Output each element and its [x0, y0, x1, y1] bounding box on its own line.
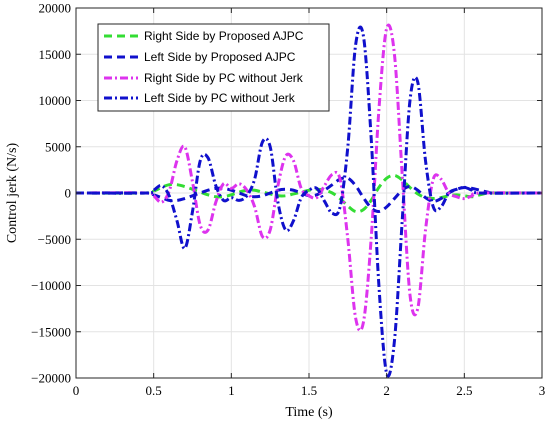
- ticks: [75, 7, 543, 379]
- y-tick-label: 10000: [39, 93, 72, 108]
- series-line-2: [75, 23, 543, 332]
- legend-label-2: Right Side by PC without Jerk: [144, 71, 304, 85]
- y-axis-label: Control jerk (N/s): [5, 143, 20, 244]
- tick-labels: 0 0.5 1 1.5 2 2.5 3 −20000 −15000 −10000 −5000 0 500…: [31, 1, 545, 399]
- y-tick-label: −15000: [31, 324, 71, 339]
- y-tick-label: −10000: [31, 278, 71, 293]
- y-tick-label: −5000: [38, 232, 71, 247]
- y-tick-label: 15000: [39, 47, 72, 62]
- series-line-3: [75, 25, 543, 378]
- y-tick-label: −20000: [31, 371, 71, 386]
- series-layer: [75, 23, 543, 378]
- x-tick-label: 0.5: [146, 383, 162, 398]
- x-tick-label: 3: [539, 383, 546, 398]
- x-tick-label: 1.5: [301, 383, 317, 398]
- x-tick-label: 2: [383, 383, 390, 398]
- x-axis-label: Time (s): [285, 405, 333, 420]
- x-tick-label: 1: [228, 383, 235, 398]
- legend-label-3: Left Side by PC without Jerk: [144, 91, 296, 105]
- y-tick-label: 0: [65, 186, 72, 201]
- legend-label-1: Left Side by Proposed AJPC: [144, 50, 296, 64]
- x-tick-label: 2.5: [456, 383, 472, 398]
- y-tick-label: 5000: [45, 139, 71, 154]
- legend: Right Side by Proposed AJPC Left Side by…: [97, 23, 330, 112]
- legend-label-0: Right Side by Proposed AJPC: [144, 29, 304, 43]
- x-tick-label: 0: [73, 383, 80, 398]
- y-tick-label: 20000: [39, 1, 72, 16]
